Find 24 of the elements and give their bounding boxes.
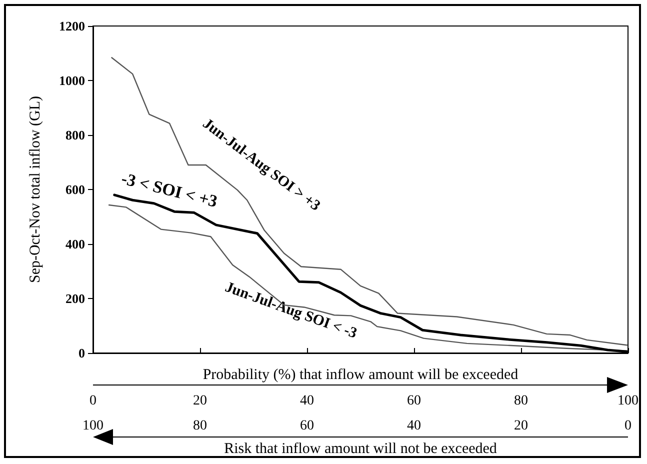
y-tick-label: 800 bbox=[66, 128, 85, 142]
x2-tick-label: 100 bbox=[82, 418, 104, 434]
x-tick-label: 60 bbox=[407, 394, 421, 408]
x-tick-label: 100 bbox=[618, 394, 638, 408]
text: -3 < SOI < +3 bbox=[120, 168, 220, 212]
x-axis-title: Probability (%) that inflow amount will be exceeded bbox=[202, 367, 519, 383]
x2-tick-label: 80 bbox=[193, 418, 207, 434]
y-tick-label: 0 bbox=[78, 346, 85, 360]
y-tick-label: 600 bbox=[66, 182, 85, 197]
y-axis-title: Sep-Oct-Nov total inflow (GL) bbox=[28, 96, 44, 284]
y-tick-label: 1200 bbox=[59, 18, 85, 34]
x-tick-label: 80 bbox=[514, 394, 528, 408]
x2-axis-title: Risk that inflow amount will not be exceeded bbox=[224, 441, 498, 457]
x2-tick-label: 20 bbox=[514, 418, 528, 434]
y-tick-label: 400 bbox=[66, 236, 85, 252]
x-tick-label: 40 bbox=[300, 394, 314, 408]
x-tick-label: 0 bbox=[90, 394, 96, 408]
y-tick-label: 200 bbox=[66, 291, 85, 306]
y-tick-label: 1000 bbox=[59, 73, 85, 88]
x2-tick-label: 0 bbox=[624, 418, 632, 434]
x2-tick-label: 60 bbox=[300, 418, 314, 434]
x-tick-label: 20 bbox=[193, 394, 207, 408]
line-series bbox=[111, 57, 628, 346]
x2-tick-label: 40 bbox=[407, 418, 421, 434]
